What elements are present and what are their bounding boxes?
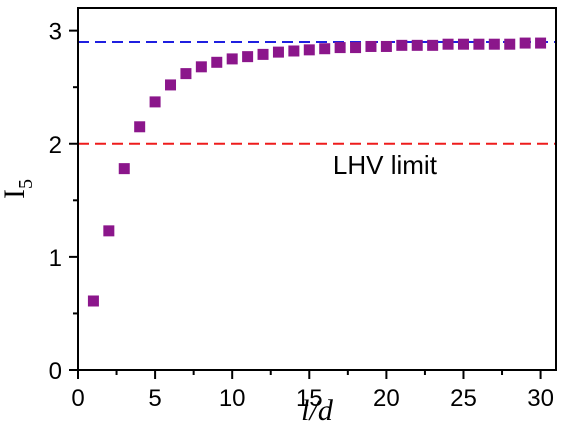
data-series <box>87 37 547 307</box>
y-axis-label: I5 <box>0 179 37 199</box>
data-point-29 <box>535 37 547 49</box>
data-point-11 <box>257 48 269 60</box>
data-point-21 <box>411 39 423 51</box>
data-point-27 <box>504 38 516 50</box>
plot-frame <box>77 7 557 371</box>
data-point-28 <box>519 37 531 49</box>
data-point-6 <box>180 68 192 80</box>
y-tick-label-1: 1 <box>49 245 62 272</box>
y-tick-label-0: 0 <box>49 358 62 385</box>
x-tick-label-5: 25 <box>450 385 477 412</box>
y-tick-label-3: 3 <box>49 19 62 46</box>
data-point-2 <box>118 163 130 175</box>
data-point-20 <box>396 39 408 51</box>
data-point-12 <box>272 46 284 58</box>
data-point-4 <box>149 96 161 108</box>
x-tick-label-6: 30 <box>527 385 554 412</box>
data-point-15 <box>319 43 331 55</box>
data-point-16 <box>334 42 346 54</box>
data-point-10 <box>242 51 254 63</box>
reference-lines <box>78 40 556 145</box>
data-point-1 <box>103 225 115 237</box>
data-point-8 <box>211 56 223 68</box>
data-point-13 <box>288 45 300 57</box>
y-axis-label-main: I <box>0 189 31 199</box>
data-point-9 <box>226 53 238 65</box>
data-point-25 <box>473 38 485 50</box>
ticks <box>69 29 542 379</box>
data-point-22 <box>427 39 439 51</box>
data-point-18 <box>365 40 377 52</box>
x-tick-label-1: 5 <box>148 385 161 412</box>
x-tick-label-2: 10 <box>219 385 246 412</box>
data-point-0 <box>87 295 99 307</box>
x-tick-label-4: 20 <box>373 385 400 412</box>
data-point-23 <box>442 38 454 50</box>
data-point-7 <box>195 61 207 73</box>
axes <box>77 7 557 371</box>
x-axis-label: l/d <box>301 394 334 427</box>
y-axis-label-subscript: 5 <box>15 179 37 189</box>
data-point-24 <box>457 38 469 50</box>
data-point-19 <box>380 40 392 52</box>
data-point-5 <box>165 79 177 91</box>
x-tick-label-0: 0 <box>71 385 84 412</box>
data-point-14 <box>303 44 315 56</box>
tick-labels: 0 5 10 15 20 25 30 0 1 2 3 <box>49 19 554 412</box>
data-point-3 <box>134 121 146 133</box>
x-tick-label-3: 15 <box>296 385 323 412</box>
lhv-limit-label: LHV limit <box>333 150 438 180</box>
data-point-26 <box>488 38 500 50</box>
y-tick-label-2: 2 <box>49 132 62 159</box>
data-point-17 <box>350 42 362 54</box>
